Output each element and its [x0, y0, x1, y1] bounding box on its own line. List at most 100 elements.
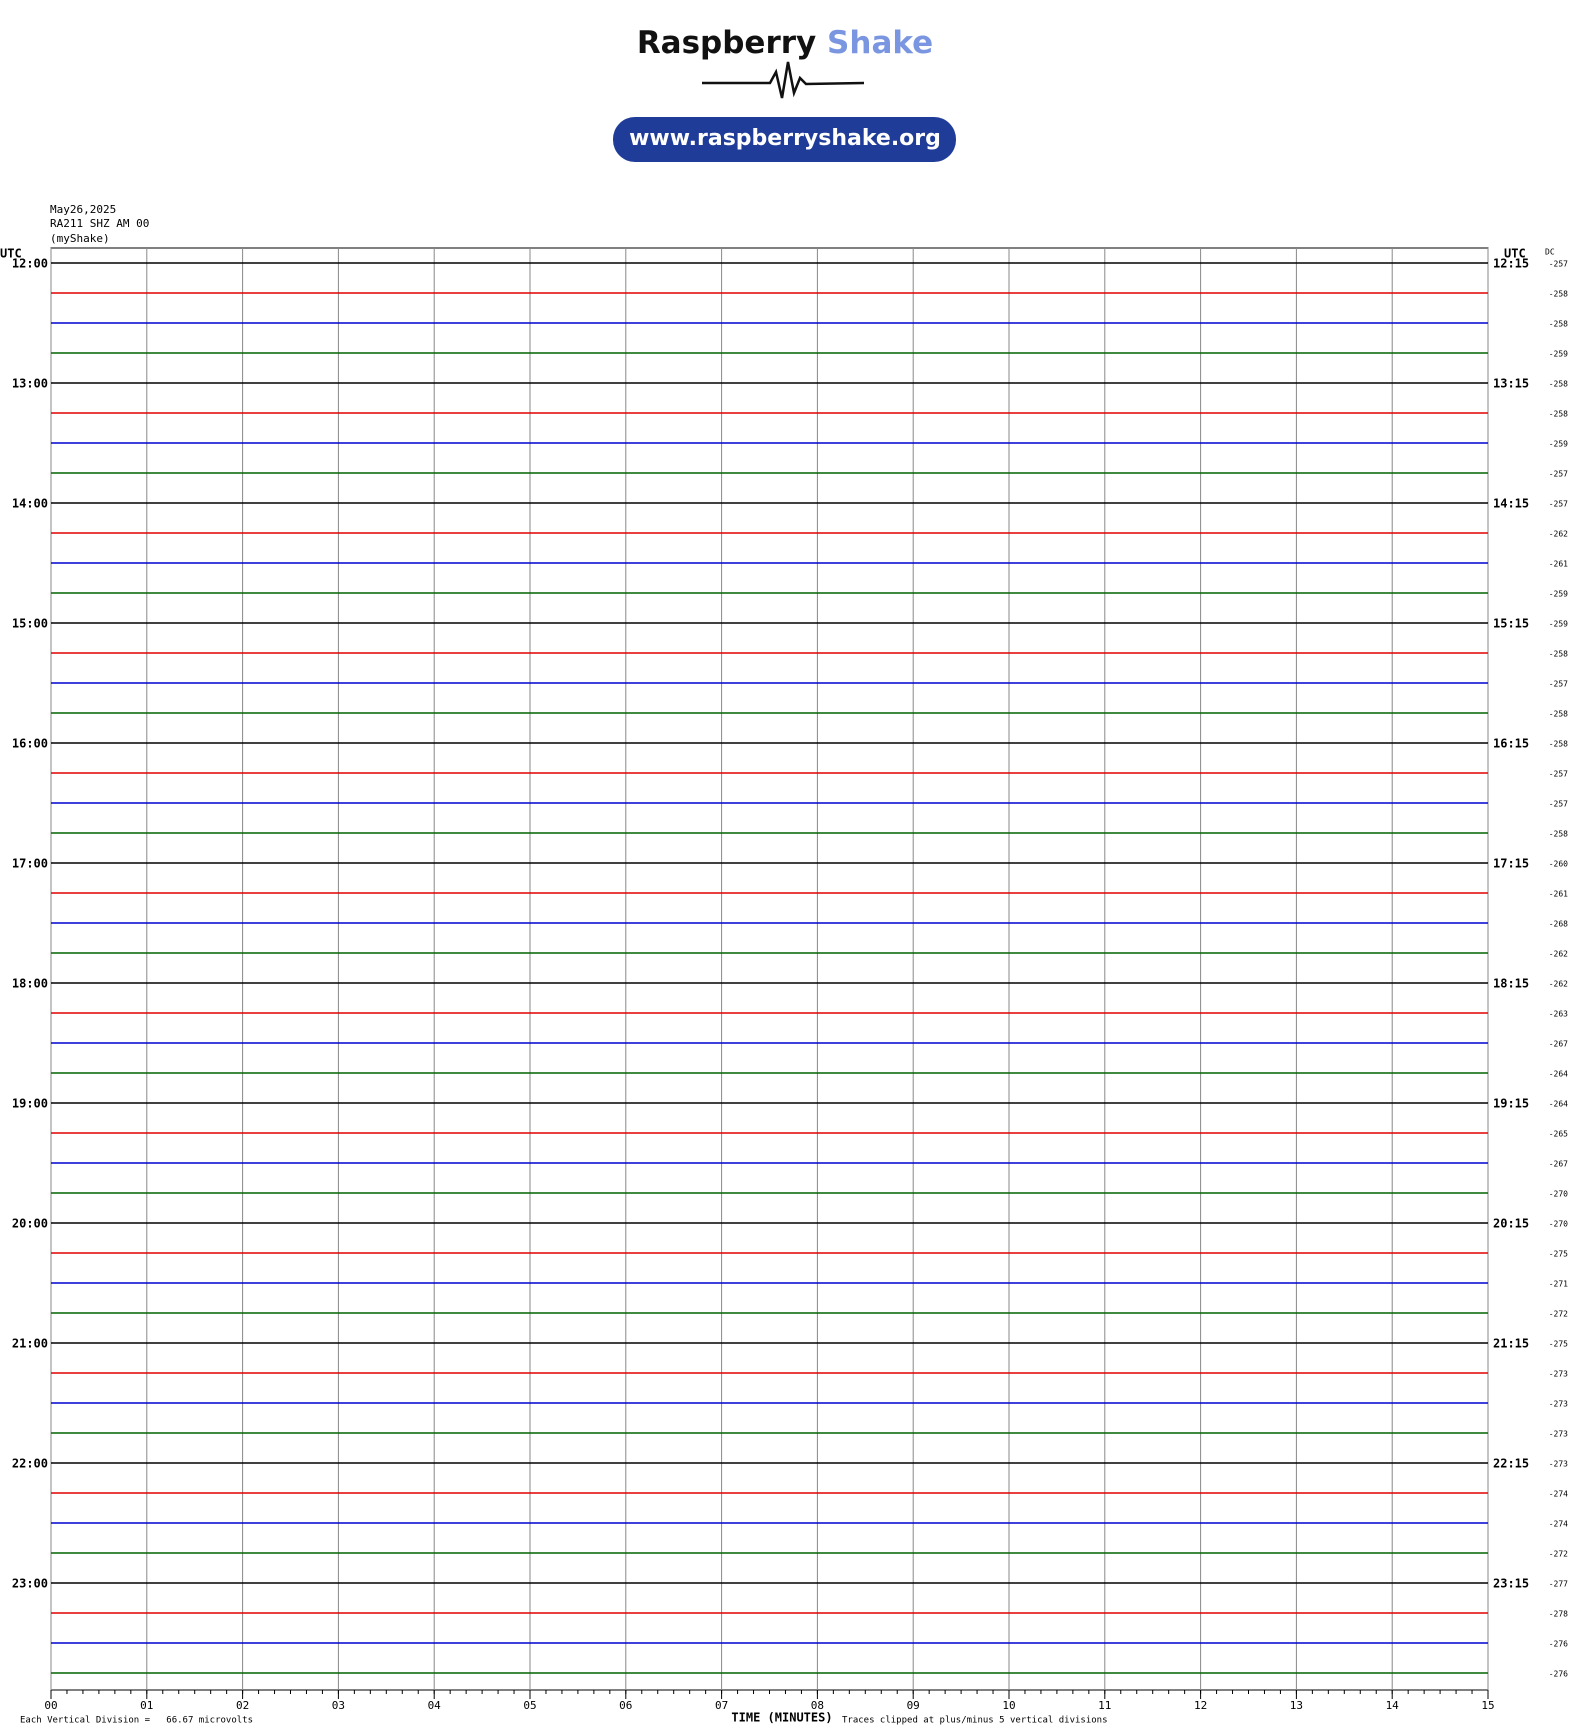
- dc-value: -274: [1549, 1490, 1568, 1499]
- x-tick-label: 07: [715, 1699, 728, 1712]
- x-tick-label: 14: [1386, 1699, 1400, 1712]
- x-tick-label: 01: [140, 1699, 153, 1712]
- dc-value: -259: [1549, 440, 1568, 449]
- dc-value: -258: [1549, 320, 1568, 329]
- hour-label-right: 13:15: [1493, 377, 1529, 391]
- dc-value: -262: [1549, 980, 1568, 989]
- dc-value: -257: [1549, 470, 1568, 479]
- hour-label-left: 22:00: [12, 1457, 48, 1471]
- dc-value: -271: [1549, 1280, 1568, 1289]
- dc-value: -273: [1549, 1460, 1568, 1469]
- hour-label-left: 18:00: [12, 977, 48, 991]
- hour-label-right: 17:15: [1493, 857, 1529, 871]
- left-axis-label: UTC: [0, 247, 22, 261]
- dc-value: -264: [1549, 1100, 1568, 1109]
- x-tick-label: 11: [1098, 1699, 1111, 1712]
- hour-label-right: 16:15: [1493, 737, 1529, 751]
- dc-value: -265: [1549, 1130, 1568, 1139]
- hour-label-left: 16:00: [12, 737, 48, 751]
- dc-value: -275: [1549, 1250, 1568, 1259]
- x-tick-label: 00: [44, 1699, 57, 1712]
- hour-label-right: 21:15: [1493, 1337, 1529, 1351]
- dc-value: -267: [1549, 1040, 1568, 1049]
- hour-label-left: 21:00: [12, 1337, 48, 1351]
- hour-label-left: 23:00: [12, 1577, 48, 1591]
- dc-value: -264: [1549, 1070, 1568, 1079]
- dc-value: -276: [1549, 1640, 1568, 1649]
- dc-value: -257: [1549, 260, 1568, 269]
- dc-value: -272: [1549, 1550, 1568, 1559]
- logo-wave: [702, 61, 865, 99]
- dc-value: -261: [1549, 560, 1568, 569]
- hour-label-left: 17:00: [12, 857, 48, 871]
- dc-value: -273: [1549, 1400, 1568, 1409]
- dc-value: -272: [1549, 1310, 1568, 1319]
- dc-value: -262: [1549, 530, 1568, 539]
- dc-value: -258: [1549, 410, 1568, 419]
- dc-value: -273: [1549, 1370, 1568, 1379]
- dc-value: -258: [1549, 710, 1568, 719]
- dc-value: -259: [1549, 350, 1568, 359]
- dc-value: -257: [1549, 770, 1568, 779]
- hour-label-left: 13:00: [12, 377, 48, 391]
- dc-value: -270: [1549, 1190, 1568, 1199]
- x-tick-label: 13: [1290, 1699, 1303, 1712]
- dc-value: -276: [1549, 1670, 1568, 1679]
- x-tick-label: 15: [1481, 1699, 1494, 1712]
- hour-label-left: 20:00: [12, 1217, 48, 1231]
- dc-value: -259: [1549, 590, 1568, 599]
- hour-label-right: 12:15: [1493, 257, 1529, 271]
- hour-label-right: 22:15: [1493, 1457, 1529, 1471]
- scale-note: Each Vertical Division = 66.67 microvolt…: [20, 1716, 253, 1726]
- dc-value: -260: [1549, 860, 1568, 869]
- hour-label-left: 19:00: [12, 1097, 48, 1111]
- dc-value: -278: [1549, 1610, 1568, 1619]
- logo: Raspberry Shake: [637, 25, 933, 61]
- dc-value: -273: [1549, 1430, 1568, 1439]
- hour-label-left: 12:00: [12, 257, 48, 271]
- url: www.raspberryshake.org: [629, 126, 941, 151]
- hour-label-right: 18:15: [1493, 977, 1529, 991]
- x-tick-label: 05: [523, 1699, 536, 1712]
- dc-value: -277: [1549, 1580, 1568, 1589]
- dc-value: -268: [1549, 920, 1568, 929]
- dc-label: DC: [1545, 248, 1555, 257]
- dc-value: -257: [1549, 680, 1568, 689]
- x-axis-label: TIME (MINUTES): [731, 1711, 832, 1725]
- x-tick-label: 08: [811, 1699, 824, 1712]
- dc-value: -258: [1549, 740, 1568, 749]
- dc-value: -257: [1549, 800, 1568, 809]
- dc-value: -274: [1549, 1520, 1568, 1529]
- date: May26,2025: [50, 203, 116, 216]
- hour-label-right: 19:15: [1493, 1097, 1529, 1111]
- dc-value: -258: [1549, 830, 1568, 839]
- dc-value: -257: [1549, 500, 1568, 509]
- dc-value: -270: [1549, 1220, 1568, 1229]
- source: (myShake): [50, 232, 110, 245]
- station: RA211 SHZ AM 00: [50, 217, 149, 230]
- x-tick-label: 04: [428, 1699, 442, 1712]
- x-tick-label: 09: [907, 1699, 920, 1712]
- hour-label-left: 15:00: [12, 617, 48, 631]
- x-tick-label: 12: [1194, 1699, 1207, 1712]
- brand: Raspberry: [637, 25, 816, 61]
- dc-value: -258: [1549, 290, 1568, 299]
- clip-note: Traces clipped at plus/minus 5 vertical …: [842, 1716, 1108, 1726]
- dc-value: -261: [1549, 890, 1568, 899]
- x-tick-label: 03: [332, 1699, 345, 1712]
- dc-value: -262: [1549, 950, 1568, 959]
- dc-value: -259: [1549, 620, 1568, 629]
- plot-frame: [50, 247, 1489, 1691]
- dc-value: -258: [1549, 380, 1568, 389]
- dc-value: -267: [1549, 1160, 1568, 1169]
- dc-value: -263: [1549, 1010, 1568, 1019]
- url-pill: [613, 117, 956, 162]
- x-tick-label: 02: [236, 1699, 249, 1712]
- brand-accent: Shake: [827, 25, 933, 61]
- hour-label-right: 20:15: [1493, 1217, 1529, 1231]
- hour-label-left: 14:00: [12, 497, 48, 511]
- hour-label-right: 14:15: [1493, 497, 1529, 511]
- x-tick-label: 10: [1002, 1699, 1015, 1712]
